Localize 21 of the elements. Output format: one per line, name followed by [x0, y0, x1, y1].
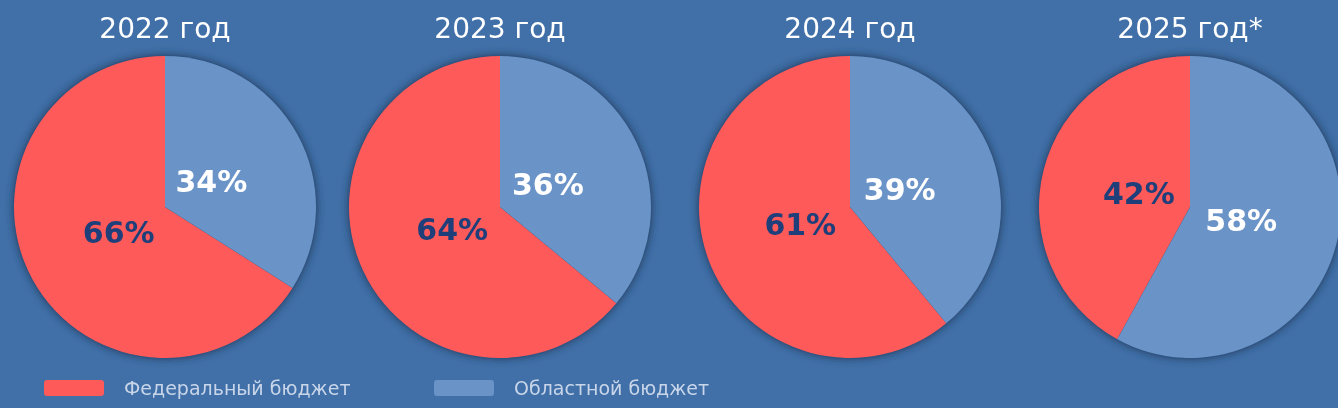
data-label: 34%: [175, 164, 248, 200]
chart-title: 2022 год: [99, 12, 231, 45]
pie-slice: [1039, 56, 1190, 340]
pie-slice: [699, 56, 947, 358]
data-label: 58%: [1205, 202, 1278, 238]
pie-slice: [850, 56, 1001, 324]
data-label: 61%: [764, 207, 837, 243]
legend-label: Областной бюджет: [514, 376, 710, 399]
legend-label: Федеральный бюджет: [124, 376, 351, 399]
pie-slice: [165, 56, 316, 288]
data-label: 42%: [1102, 176, 1175, 212]
chart-title: 2024 год: [784, 12, 916, 45]
pie-slice: [14, 56, 293, 358]
chart-title: 2023 год: [434, 12, 566, 45]
chart-title: 2025 год*: [1117, 12, 1263, 45]
pie-slice: [500, 56, 651, 304]
data-label: 66%: [82, 214, 155, 250]
data-label: 64%: [416, 212, 489, 247]
data-label: 36%: [511, 167, 584, 202]
pie-slice: [349, 56, 617, 358]
data-label: 39%: [863, 171, 936, 207]
